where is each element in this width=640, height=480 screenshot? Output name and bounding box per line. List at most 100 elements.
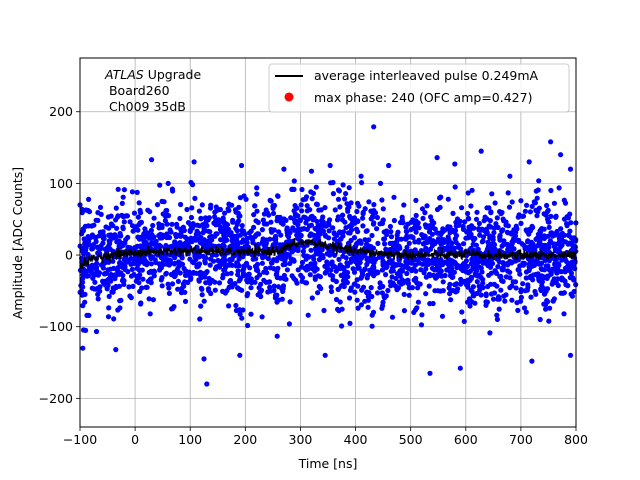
scatter-point [254,185,260,191]
scatter-point [537,316,543,323]
scatter-point [200,241,206,247]
scatter-point [413,212,419,219]
scatter-point [566,232,572,238]
scatter-point [171,304,177,310]
scatter-point [494,316,500,322]
scatter-point [546,219,552,225]
scatter-point [273,236,279,242]
scatter-point [79,292,85,298]
scatter-point [491,281,497,287]
scatter-point [136,280,142,286]
scatter-point [393,275,399,282]
scatter-point [102,259,108,266]
scatter-point [317,228,323,234]
scatter-point [158,265,164,271]
scatter-point [175,278,181,284]
x-tick-label: 700 [509,432,533,447]
scatter-point [95,272,101,278]
scatter-point [95,296,101,302]
scatter-point [340,278,346,284]
scatter-point [568,291,574,297]
scatter-point [244,262,250,268]
scatter-point [412,239,418,245]
scatter-point [481,218,487,224]
scatter-point [334,232,340,238]
scatter-point [423,266,429,272]
scatter-point [188,222,194,228]
scatter-point [130,228,136,234]
scatter-point [314,218,320,225]
scatter-point [558,226,564,232]
scatter-point [203,270,209,276]
scatter-point [353,226,360,232]
scatter-point [182,298,189,304]
scatter-point [229,281,235,287]
scatter-point [328,267,334,273]
scatter-point [211,220,217,226]
scatter-point [120,277,126,283]
scatter-point [267,236,273,242]
scatter-point [355,283,361,289]
scatter-point [473,242,479,248]
scatter-point [113,205,119,211]
scatter-point [103,224,109,230]
scatter-point [216,280,223,286]
x-axis-label: Time [ns] [298,456,358,471]
scatter-point [320,255,326,261]
scatter-point [100,265,106,271]
scatter-point [337,204,343,210]
scatter-outlier-point [358,173,364,179]
scatter-point [426,229,433,235]
scatter-point [364,242,370,248]
scatter-point [192,195,198,201]
scatter-point [100,240,106,246]
scatter-point [359,180,365,186]
scatter-point [384,232,390,238]
scatter-point [406,240,412,246]
scatter-point [330,262,336,268]
board-label: Board260 [105,83,170,98]
scatter-point [364,228,370,234]
scatter-point [129,189,135,195]
scatter-point [345,206,351,212]
scatter-point [496,306,502,312]
scatter-point [241,193,247,199]
scatter-point [254,275,260,281]
scatter-point [157,182,163,188]
scatter-point [160,211,166,217]
scatter-point [565,241,571,247]
scatter-point [322,205,328,211]
scatter-point [232,238,238,244]
scatter-point [168,229,174,235]
scatter-point [457,218,463,224]
scatter-point [292,219,298,226]
scatter-point [318,285,324,292]
scatter-point [237,307,243,313]
scatter-point [174,221,180,227]
scatter-point [263,207,269,213]
scatter-point [334,265,340,271]
scatter-point [209,233,215,239]
scatter-point [128,273,135,279]
scatter-point [365,297,371,303]
scatter-point [199,286,205,292]
scatter-point [485,239,491,245]
scatter-point [518,198,524,204]
scatter-point [333,296,340,303]
scatter-point [166,290,172,296]
scatter-point [267,265,273,271]
scatter-point [537,228,543,234]
scatter-point [454,281,460,287]
scatter-point [497,237,503,243]
scatter-point [351,215,358,221]
scatter-point [210,258,217,264]
scatter-point [237,286,243,292]
scatter-point [354,297,360,303]
scatter-point [246,230,252,236]
scatter-point [119,200,125,206]
scatter-point [494,215,500,221]
scatter-point [352,289,358,295]
scatter-point [413,229,419,235]
scatter-point [168,244,174,250]
scatter-point [413,197,419,203]
